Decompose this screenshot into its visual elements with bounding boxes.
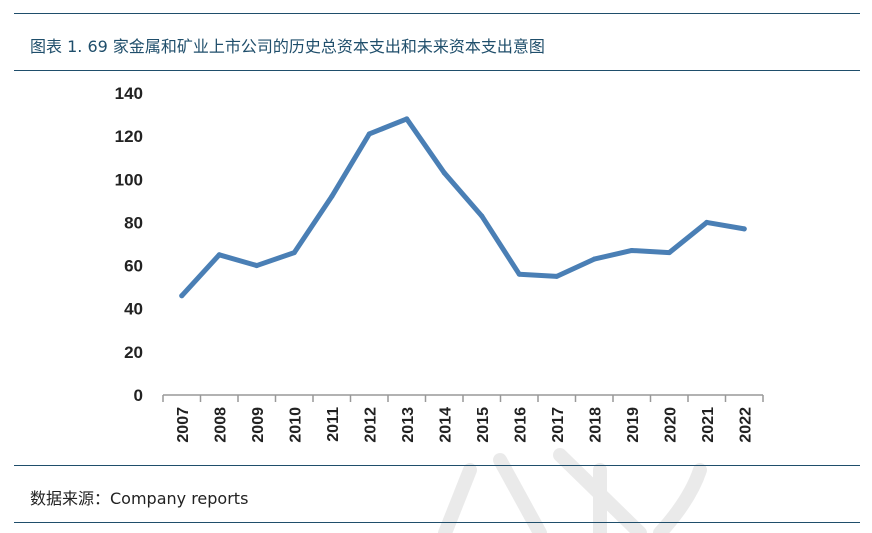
y-tick-label: 40	[124, 300, 143, 319]
title-rule	[14, 70, 860, 71]
bottom-rule	[14, 522, 860, 523]
data-point	[666, 250, 672, 256]
x-tick-label: 2009	[250, 407, 267, 443]
data-point	[254, 263, 260, 269]
data-point	[629, 247, 635, 253]
series-group	[179, 116, 747, 299]
source-note: 数据来源：Company reports	[30, 489, 249, 508]
x-tick-label: 2022	[737, 407, 754, 443]
x-tick-label: 2013	[400, 407, 417, 443]
data-point	[516, 271, 522, 277]
data-point	[216, 252, 222, 258]
data-point	[366, 131, 372, 137]
data-point	[741, 226, 747, 232]
x-tick-label: 2012	[362, 407, 379, 443]
x-tick-label: 2020	[662, 407, 679, 443]
x-tick-label: 2016	[512, 407, 529, 443]
y-tick-label: 100	[115, 170, 143, 189]
data-point	[479, 213, 485, 219]
y-tick-label: 20	[124, 343, 143, 362]
data-point	[441, 170, 447, 176]
x-tick-label: 2014	[437, 407, 454, 443]
x-tick-label: 2011	[325, 407, 342, 442]
y-tick-label: 0	[134, 386, 143, 405]
x-tick-label: 2021	[700, 407, 717, 443]
x-tick-label: 2007	[175, 407, 192, 443]
data-point	[291, 250, 297, 256]
source-rule	[14, 465, 860, 466]
data-point	[554, 273, 560, 279]
data-point	[329, 194, 335, 200]
x-axis-tickmarks	[162, 395, 764, 402]
x-tick-label: 2008	[212, 407, 229, 443]
x-tick-label: 2010	[287, 407, 304, 443]
y-axis-ticks: 0 20 40 60 80 100 120 140	[115, 84, 143, 405]
x-tick-label: 2019	[625, 407, 642, 443]
x-tick-label: 2015	[475, 407, 492, 443]
data-point	[704, 219, 710, 225]
x-tick-label: 2017	[550, 407, 567, 443]
top-rule	[14, 13, 860, 14]
y-tick-label: 60	[124, 257, 143, 276]
data-point	[591, 256, 597, 262]
x-axis-labels: 2007 2008 2009 2010 2011 2012 2013 2014 2015 2016…	[175, 407, 755, 443]
y-tick-label: 120	[115, 127, 143, 146]
chart-title: 图表 1. 69 家金属和矿业上市公司的历史总资本支出和未来资本支出意图	[30, 37, 545, 56]
data-point	[404, 116, 410, 122]
y-tick-label: 140	[115, 84, 143, 103]
x-tick-label: 2018	[587, 407, 604, 443]
data-point	[179, 293, 185, 299]
series-line	[179, 116, 747, 299]
y-tick-label: 80	[124, 213, 143, 232]
